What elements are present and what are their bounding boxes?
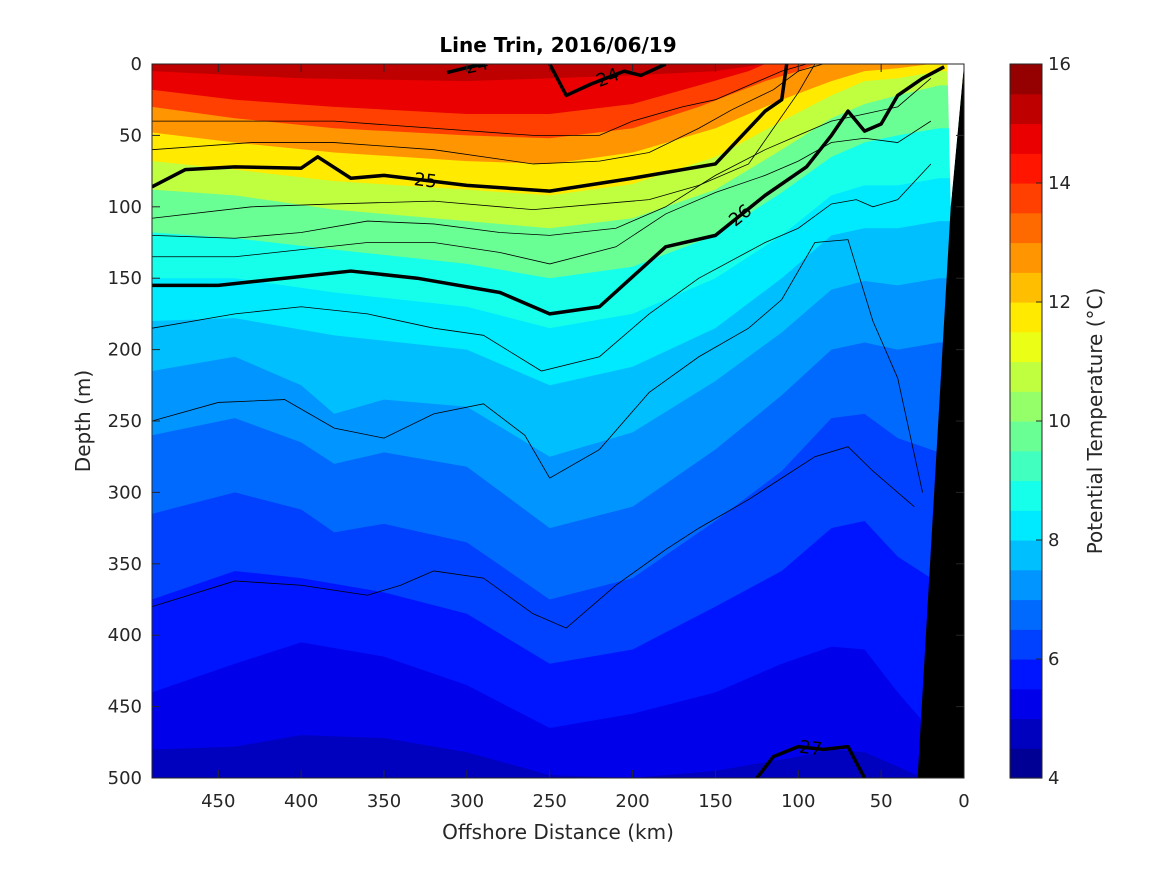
density-contour-24-0 [446, 64, 484, 75]
colorbar-swatch [1010, 302, 1042, 333]
x-tick-label: 400 [284, 791, 318, 812]
x-axis-label: Offshore Distance (km) [442, 820, 674, 844]
seafloor [917, 64, 964, 778]
colorbar-swatch [1010, 659, 1042, 690]
colorbar-swatch [1010, 123, 1042, 154]
chart-title: Line Trin, 2016/06/19 [439, 33, 676, 57]
colorbar-swatch [1010, 718, 1042, 749]
x-tick-label: 300 [450, 791, 484, 812]
y-tick-label: 500 [108, 768, 142, 789]
x-tick-label: 150 [698, 791, 732, 812]
x-axis: 450 400 350 300 250 200 150 100 50 0 [201, 64, 970, 812]
thin-contour-4 [152, 120, 932, 265]
y-tick-label: 0 [131, 54, 142, 75]
temperature-fills [152, 64, 964, 778]
colorbar-swatch [1010, 569, 1042, 601]
density-contour-26-3 [152, 65, 945, 316]
colorbar-swatch [1010, 272, 1042, 303]
y-tick-label: 100 [108, 197, 142, 218]
colorbar-tick-label: 4 [1048, 768, 1059, 789]
density-contour-27-4 [755, 744, 867, 778]
density-contour-25-2 [152, 64, 789, 193]
colorbar-swatch [1010, 93, 1042, 125]
y-tick-label: 250 [108, 411, 142, 432]
x-tick-label: 250 [533, 791, 567, 812]
colorbar-swatch [1010, 688, 1042, 720]
colorbar-swatch [1010, 510, 1042, 541]
colorbar-swatch [1010, 361, 1042, 392]
x-tick-label: 0 [958, 791, 969, 812]
thin-contour-5 [152, 163, 932, 372]
colorbar-swatch [1010, 153, 1042, 184]
colorbar-tick-label: 6 [1048, 649, 1059, 670]
density-contour-24-1 [548, 64, 667, 98]
colorbar-swatch [1010, 599, 1042, 630]
y-axis-label: Depth (m) [71, 370, 95, 472]
y-axis: 0 50 100 150 200 250 300 350 400 450 500 [108, 54, 964, 789]
contour-label: 27 [798, 737, 823, 760]
bathymetry [917, 64, 964, 778]
colorbar-swatch [1010, 64, 1042, 95]
thin-contour-7 [152, 446, 915, 629]
band-below-5 [152, 735, 964, 778]
colorbar-tick-label: 16 [1048, 54, 1071, 75]
x-tick-label: 50 [870, 791, 893, 812]
colorbar-swatch [1010, 480, 1042, 511]
thin-contour-1 [152, 64, 824, 165]
thin-contour-6 [152, 239, 923, 493]
thin-contour-3 [152, 77, 932, 239]
no-data-region [947, 64, 964, 207]
colorbar-tick-label: 10 [1048, 411, 1071, 432]
thin-contour-0 [152, 64, 807, 136]
x-tick-label: 200 [615, 791, 649, 812]
colorbar-tick-label: 14 [1048, 173, 1071, 194]
y-tick-label: 300 [108, 482, 142, 503]
colorbar-tick-label: 8 [1048, 530, 1059, 551]
colorbar-swatch [1010, 748, 1042, 779]
colorbar-swatch [1010, 421, 1042, 452]
thin-contour-2 [152, 64, 816, 219]
x-tick-label: 350 [367, 791, 401, 812]
y-tick-label: 150 [108, 268, 142, 289]
y-tick-label: 450 [108, 697, 142, 718]
colorbar-swatch [1010, 331, 1042, 363]
y-tick-label: 400 [108, 625, 142, 646]
x-tick-label: 100 [781, 791, 815, 812]
colorbar: 4 6 8 10 12 14 16 [1009, 54, 1071, 789]
colorbar-swatch [1010, 242, 1042, 273]
colorbar-label: Potential Temperature (°C) [1083, 288, 1107, 555]
y-tick-label: 350 [108, 554, 142, 575]
colorbar-swatch [1010, 629, 1042, 660]
contour-label: 24 [463, 53, 490, 78]
contour-label: 25 [413, 169, 438, 193]
y-tick-label: 50 [119, 125, 142, 146]
colorbar-swatch [1010, 212, 1042, 244]
colorbar-tick-label: 12 [1048, 292, 1071, 313]
colorbar-swatch [1010, 540, 1042, 571]
y-tick-label: 200 [108, 340, 142, 361]
colorbar-swatch [1010, 183, 1042, 214]
colorbar-swatch [1010, 391, 1042, 422]
thin-density-contours [152, 64, 932, 629]
x-tick-label: 450 [201, 791, 235, 812]
colorbar-swatch [1010, 450, 1042, 482]
